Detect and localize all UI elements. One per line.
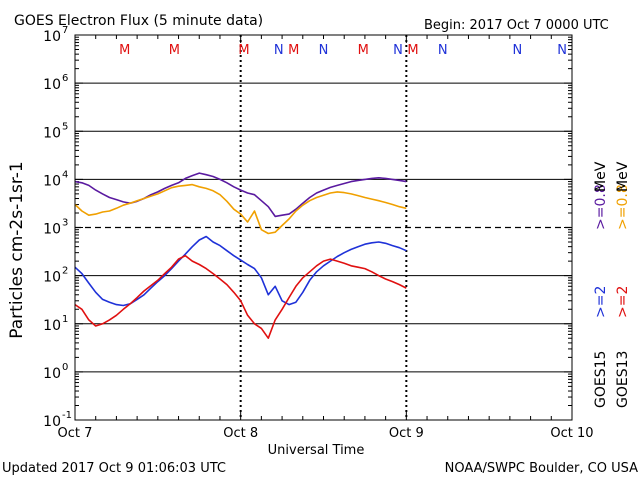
legend-goes15-ge08: >=0.8: [593, 184, 609, 230]
marker-m: M: [169, 43, 180, 58]
y-tick-label: 10: [43, 222, 61, 238]
y-tick-label: 10: [43, 29, 61, 45]
marker-m: M: [238, 43, 249, 58]
legend-goes13-label: GOES13: [615, 351, 631, 408]
series-goes13-ge2: [74, 254, 407, 339]
marker-n: N: [319, 43, 329, 58]
y-tick-label: 10: [43, 270, 61, 286]
y-tick-label: 10: [43, 414, 61, 430]
y-tick-exponent: 1: [62, 314, 68, 325]
begin-time: Begin: 2017 Oct 7 0000 UTC: [424, 18, 609, 33]
y-tick-exponent: 4: [62, 169, 68, 180]
series-goes13-ge08: [74, 183, 407, 235]
legend-goes15-label: GOES15: [593, 351, 609, 408]
marker-m: M: [358, 43, 369, 58]
y-tick-label: 10: [43, 173, 61, 189]
marker-n: N: [393, 43, 403, 58]
marker-n: N: [557, 43, 567, 58]
legend-mev-goes13: MeV: [615, 161, 631, 192]
y-tick-exponent: 6: [62, 73, 68, 84]
legend: GOES15 GOES13 >=2 >=2 >=0.8 >=0.8 MeV Me…: [593, 161, 631, 408]
y-tick-label: 10: [43, 366, 61, 382]
y-tick-exponent: 0: [62, 362, 68, 373]
y-tick-label: 10: [43, 125, 61, 141]
y-axis-label-text: Particles cm-2s-1sr-1: [7, 161, 27, 338]
marker-n: N: [438, 43, 448, 58]
y-tick-label: 10: [43, 77, 61, 93]
y-tick-label: 10: [43, 318, 61, 334]
y-tick-exponent: 3: [62, 218, 68, 229]
marker-m: M: [119, 43, 130, 58]
marker-m: M: [407, 43, 418, 58]
credit-text: NOAA/SWPC Boulder, CO USA: [445, 461, 638, 476]
y-tick-exponent: -1: [62, 410, 72, 421]
x-axis-label: Universal Time: [268, 443, 365, 458]
updated-timestamp: Updated 2017 Oct 9 01:06:03 UTC: [2, 461, 226, 476]
y-axis-label: Particles cm-2s-1sr-1: [7, 161, 27, 338]
y-tick-exponent: 7: [62, 25, 68, 36]
plot-frame: [74, 34, 573, 421]
legend-goes13-ge08: >=0.8: [615, 184, 631, 230]
marker-m: M: [288, 43, 299, 58]
y-tick-exponent: 2: [62, 266, 68, 277]
x-tick-label: Oct 10: [550, 426, 593, 441]
legend-goes15-ge2: >=2: [593, 286, 609, 318]
x-tick-label: Oct 9: [389, 426, 424, 441]
y-tick-exponent: 5: [62, 121, 68, 132]
x-tick-label: Oct 8: [223, 426, 258, 441]
marker-n: N: [274, 43, 284, 58]
legend-goes13-ge2: >=2: [615, 286, 631, 318]
legend-mev-goes15: MeV: [593, 161, 609, 192]
x-tick-label: Oct 7: [58, 426, 93, 441]
marker-n: N: [512, 43, 522, 58]
chart-title: GOES Electron Flux (5 minute data): [14, 13, 263, 29]
